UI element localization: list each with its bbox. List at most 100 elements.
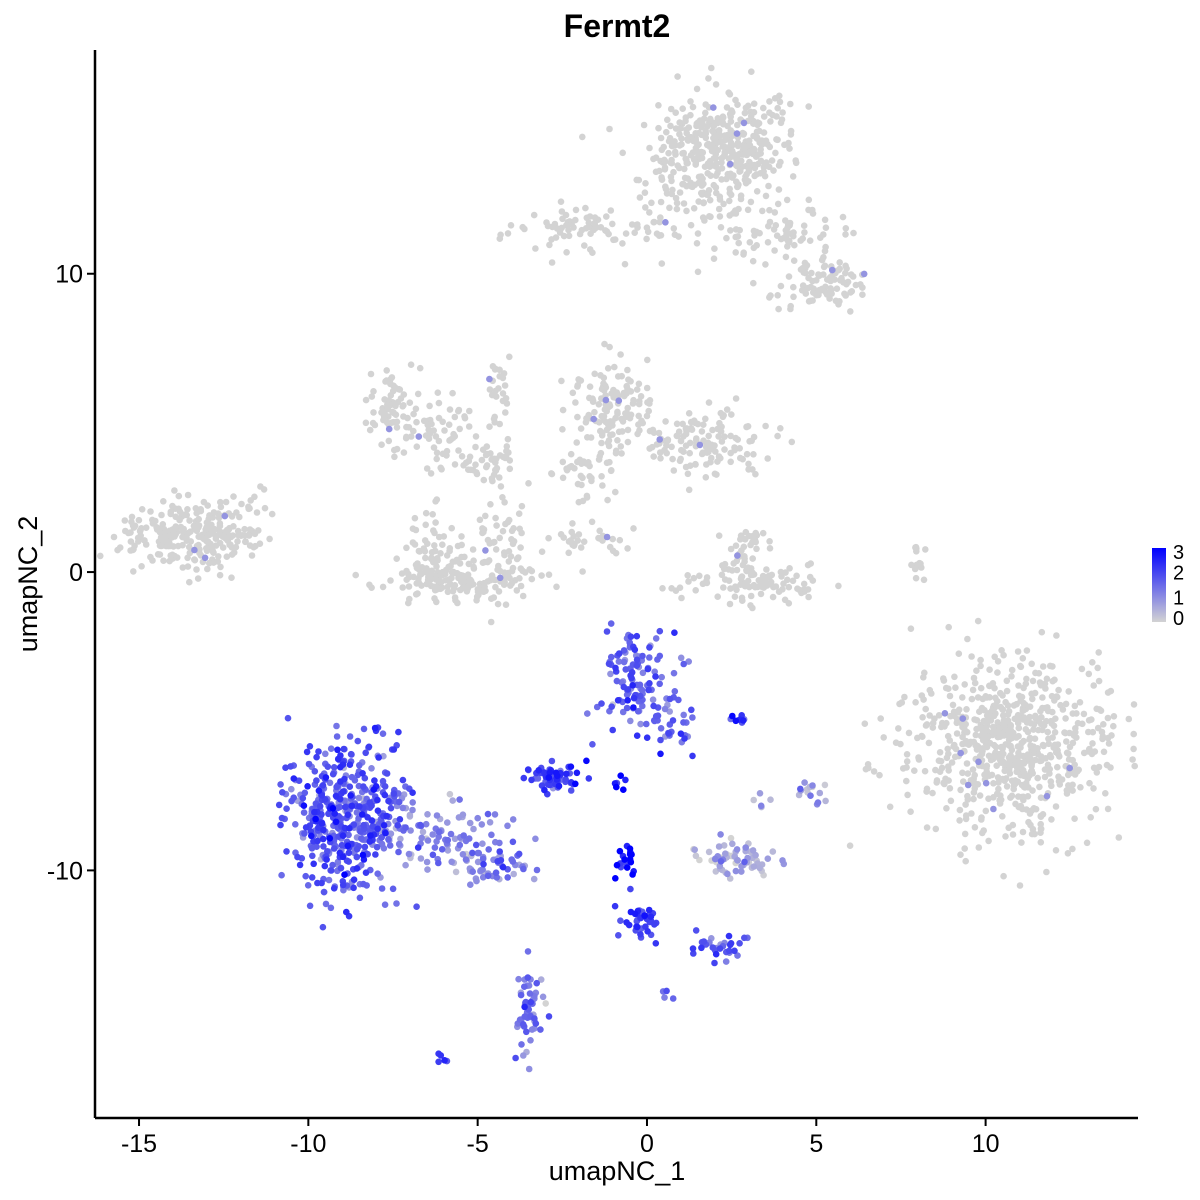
cell-point <box>766 206 773 214</box>
cell-point <box>232 543 240 551</box>
cell-point <box>501 551 508 559</box>
cell-point <box>642 180 649 187</box>
cell-point <box>603 533 611 541</box>
cell-point <box>583 492 591 500</box>
cell-point <box>750 796 757 804</box>
cell-point <box>787 302 794 310</box>
cell-point <box>507 582 514 589</box>
cell-point <box>712 950 720 958</box>
cell-point <box>826 274 834 281</box>
cell-point <box>559 215 566 223</box>
cell-point <box>210 509 218 516</box>
cell-point <box>912 574 920 582</box>
cell-point <box>644 399 651 406</box>
cell-point <box>191 546 198 554</box>
cell-point <box>736 226 743 234</box>
cell-point <box>810 285 817 293</box>
cell-point <box>757 146 764 153</box>
cell-point <box>385 836 392 843</box>
cell-point <box>488 391 496 399</box>
cell-point <box>621 260 629 268</box>
cell-point <box>723 104 731 111</box>
cell-point <box>727 127 734 134</box>
cell-point <box>279 789 286 796</box>
cell-point <box>613 861 621 869</box>
cell-point <box>774 136 781 144</box>
cell-point <box>449 797 457 804</box>
cell-point <box>753 545 760 553</box>
cell-point <box>1080 710 1088 718</box>
cell-point <box>184 491 192 499</box>
cell-point <box>388 374 396 381</box>
cell-point <box>624 438 632 446</box>
cell-point <box>744 206 752 214</box>
cell-point <box>624 426 632 434</box>
cell-point <box>528 567 536 575</box>
cell-point <box>300 809 308 816</box>
cell-point <box>578 226 586 234</box>
cell-point <box>260 486 268 493</box>
cell-point <box>976 792 984 799</box>
cell-point <box>455 406 463 414</box>
cell-point <box>638 686 646 694</box>
cell-point <box>1030 721 1038 728</box>
cell-point <box>925 739 933 747</box>
cell-point <box>374 796 381 804</box>
cell-point <box>403 567 410 575</box>
cell-point <box>650 218 658 226</box>
cell-point <box>789 577 797 585</box>
cell-point <box>641 189 649 196</box>
cell-point <box>332 792 340 800</box>
cell-point <box>962 857 969 865</box>
cell-point <box>693 85 701 93</box>
cell-point <box>657 198 665 206</box>
cell-point <box>656 436 663 443</box>
cell-point <box>290 794 298 801</box>
cell-point <box>253 509 261 516</box>
cell-point <box>520 865 527 873</box>
cell-point <box>479 525 486 532</box>
cell-point <box>766 545 774 552</box>
cell-point <box>209 547 217 555</box>
cell-point <box>172 513 179 521</box>
cell-point <box>451 594 459 601</box>
cell-point <box>618 450 625 457</box>
cell-point <box>596 527 603 535</box>
cell-point <box>288 785 295 793</box>
cell-point <box>850 229 857 237</box>
cell-point <box>228 574 235 581</box>
cell-point <box>496 534 504 542</box>
cell-point <box>301 830 308 837</box>
cell-point <box>731 444 738 451</box>
cell-point <box>427 470 435 477</box>
cell-point <box>607 670 614 678</box>
cell-point <box>749 555 756 562</box>
cell-point <box>1066 764 1073 772</box>
cell-point <box>826 295 833 302</box>
cell-point <box>1045 740 1052 748</box>
cell-point <box>627 633 635 640</box>
cell-point <box>677 125 684 132</box>
cell-point <box>738 574 745 581</box>
cell-point <box>495 588 503 595</box>
cell-point <box>929 789 936 797</box>
cell-point <box>473 877 480 885</box>
cell-point <box>735 151 742 158</box>
cell-point <box>666 134 674 142</box>
cell-point <box>1018 693 1026 701</box>
cell-point <box>624 366 631 374</box>
cell-point <box>685 124 693 131</box>
cell-point <box>465 466 472 474</box>
cell-point <box>1015 803 1023 811</box>
cell-point <box>627 858 635 866</box>
cell-point <box>300 802 308 809</box>
cell-point <box>579 133 586 141</box>
cell-point <box>757 157 765 165</box>
cell-point <box>493 522 500 529</box>
cell-point <box>740 717 747 724</box>
cell-point <box>476 516 484 524</box>
cell-point <box>947 712 954 720</box>
cell-point <box>656 218 663 226</box>
cell-point <box>968 695 976 703</box>
cell-point <box>580 538 588 545</box>
